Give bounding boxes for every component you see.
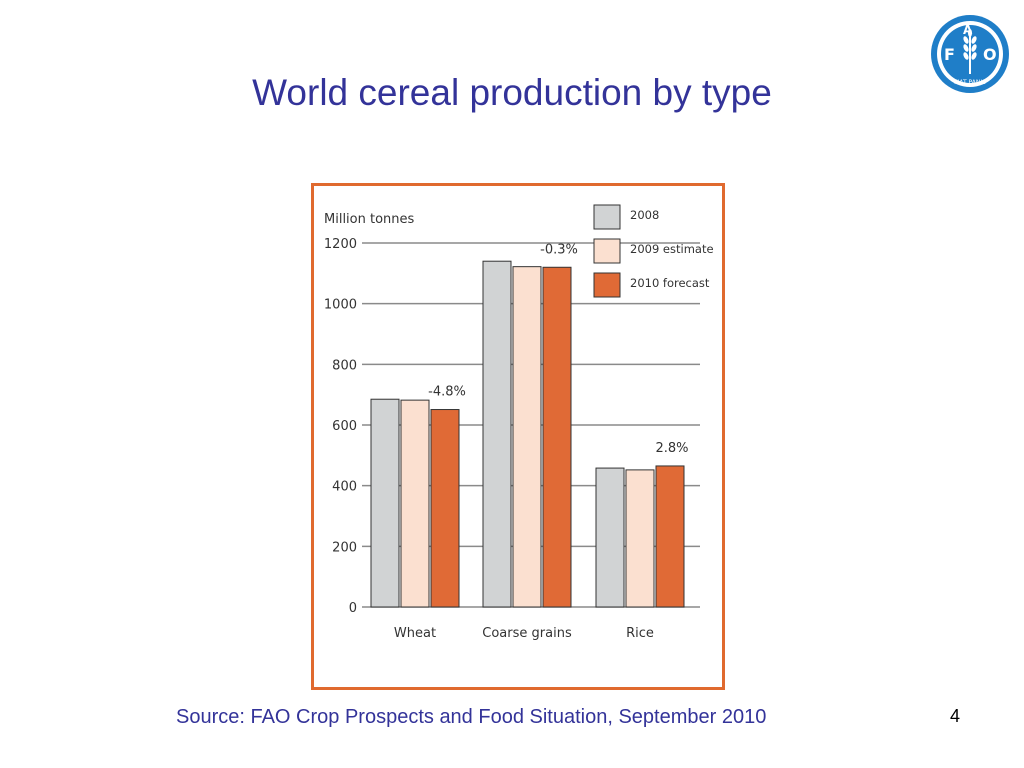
bar-rice-2009 (625, 469, 655, 608)
bar-chart: Million tonnes 0 200 400 600 800 1000 1200 -4.… (324, 204, 714, 641)
bar-rice-2008 (595, 467, 625, 608)
y-tick-label: 200 (332, 540, 357, 555)
bars (370, 260, 685, 608)
bar-coarse-grains-2010 (542, 266, 572, 608)
x-tick-labels: Wheat Coarse grains Rice (394, 626, 654, 641)
bar-annotation: -0.3% (540, 242, 578, 257)
x-tick-label: Rice (626, 626, 654, 641)
legend: 2008 2009 estimate 2010 forecast (593, 204, 714, 298)
logo-letter-o: O (983, 45, 997, 64)
bar-wheat-2009 (400, 399, 430, 608)
source-note: Source: FAO Crop Prospects and Food Situ… (176, 706, 767, 728)
legend-label: 2008 (630, 208, 659, 222)
bar-annotation: 2.8% (655, 441, 688, 456)
legend-swatch (593, 204, 621, 230)
bar-rice-2010 (655, 465, 685, 608)
bar-wheat-2008 (370, 398, 400, 608)
bar-coarse-grains-2008 (482, 260, 512, 608)
legend-swatch (593, 238, 621, 264)
logo-letter-a: A (963, 23, 973, 37)
y-tick-labels: 0 200 400 600 800 1000 1200 (324, 237, 357, 616)
x-tick-label: Coarse grains (482, 626, 572, 641)
slide-title: World cereal production by type (252, 72, 772, 113)
page-number: 4 (950, 706, 961, 726)
legend-swatch (593, 272, 621, 298)
logo-letter-f: F (944, 45, 955, 64)
y-tick-label: 400 (332, 480, 357, 495)
legend-label: 2009 estimate (630, 242, 714, 256)
logo-motto: FIAT PANIS (954, 79, 986, 86)
bar-wheat-2010 (430, 409, 460, 608)
y-tick-label: 800 (332, 358, 357, 373)
x-tick-label: Wheat (394, 626, 436, 641)
chart-frame: Million tonnes 0 200 400 600 800 1000 1200 -4.… (311, 183, 725, 690)
y-tick-label: 1200 (324, 237, 357, 252)
y-tick-label: 1000 (324, 298, 357, 313)
bar-annotations: -4.8% -0.3% 2.8% (428, 242, 688, 456)
y-tick-label: 0 (349, 601, 357, 616)
bar-annotation: -4.8% (428, 385, 466, 400)
bar-coarse-grains-2009 (512, 266, 542, 608)
y-axis-label: Million tonnes (324, 212, 415, 227)
legend-label: 2010 forecast (630, 276, 710, 290)
y-tick-label: 600 (332, 419, 357, 434)
fao-logo-icon: F A O FIAT PANIS (931, 15, 1009, 93)
